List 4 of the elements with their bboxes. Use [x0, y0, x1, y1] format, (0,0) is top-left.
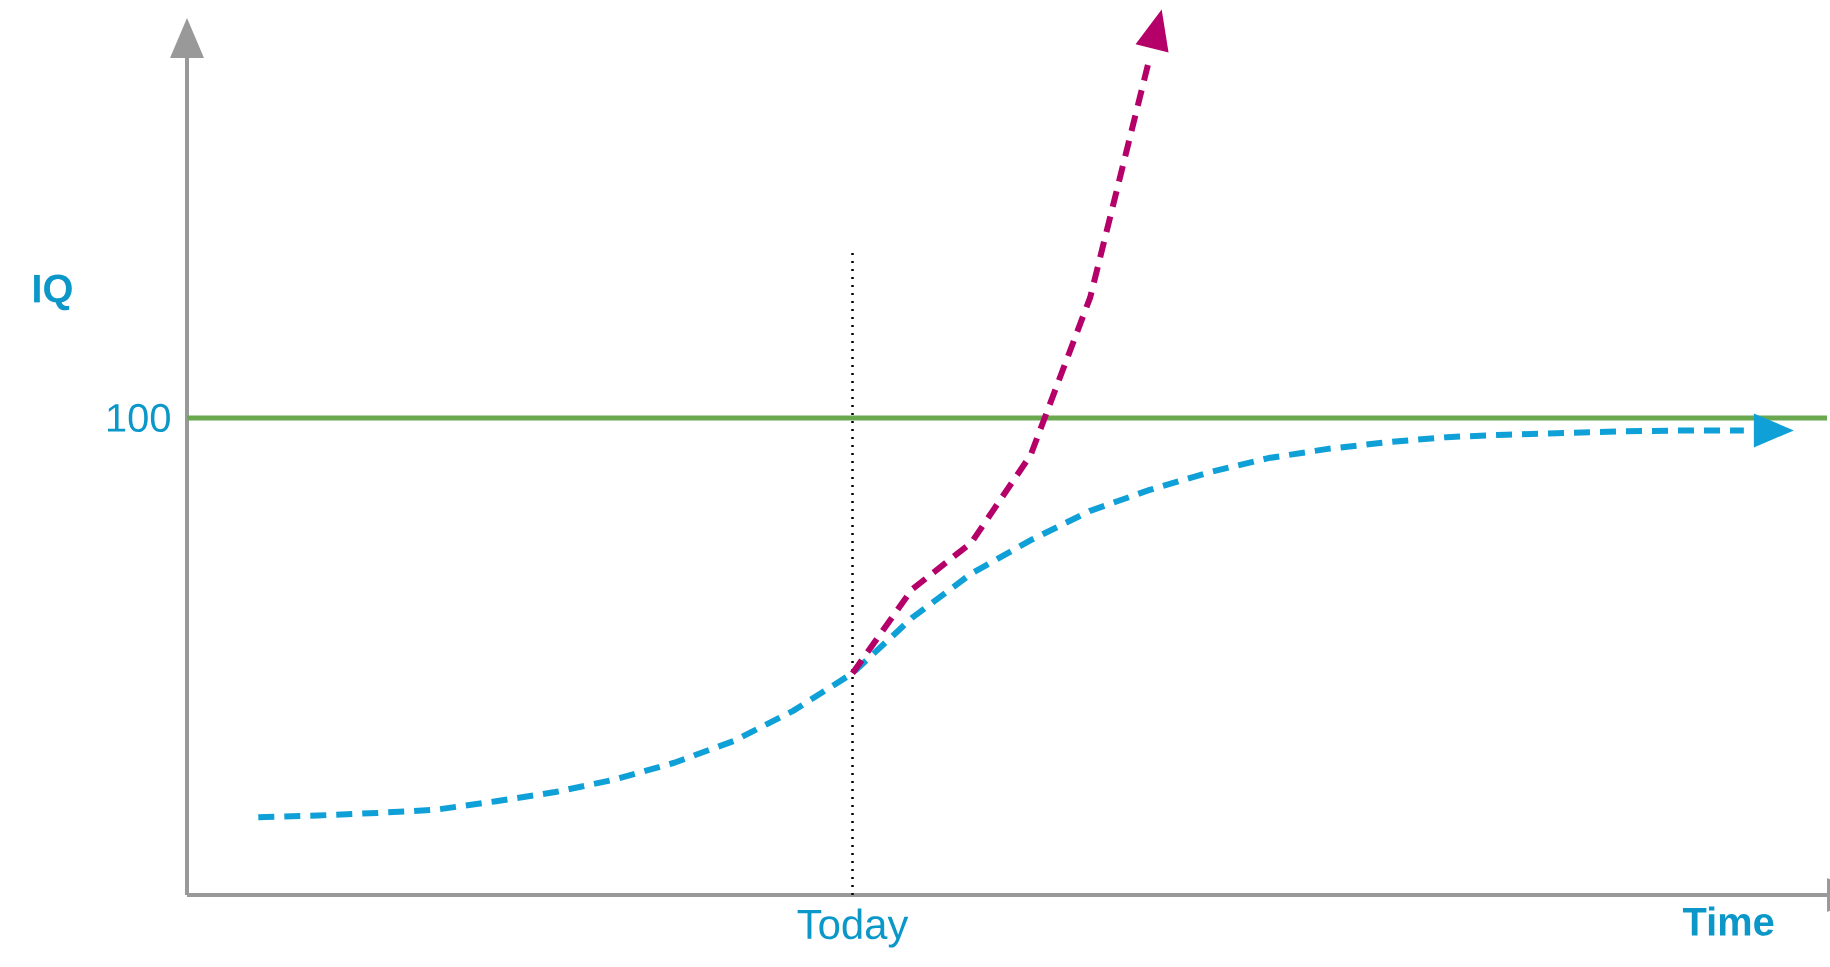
text: Today	[797, 908, 909, 948]
x-axis-title: Time	[1682, 906, 1774, 936]
y-axis-title: IQ	[34, 274, 72, 311]
text: 100	[108, 403, 170, 433]
